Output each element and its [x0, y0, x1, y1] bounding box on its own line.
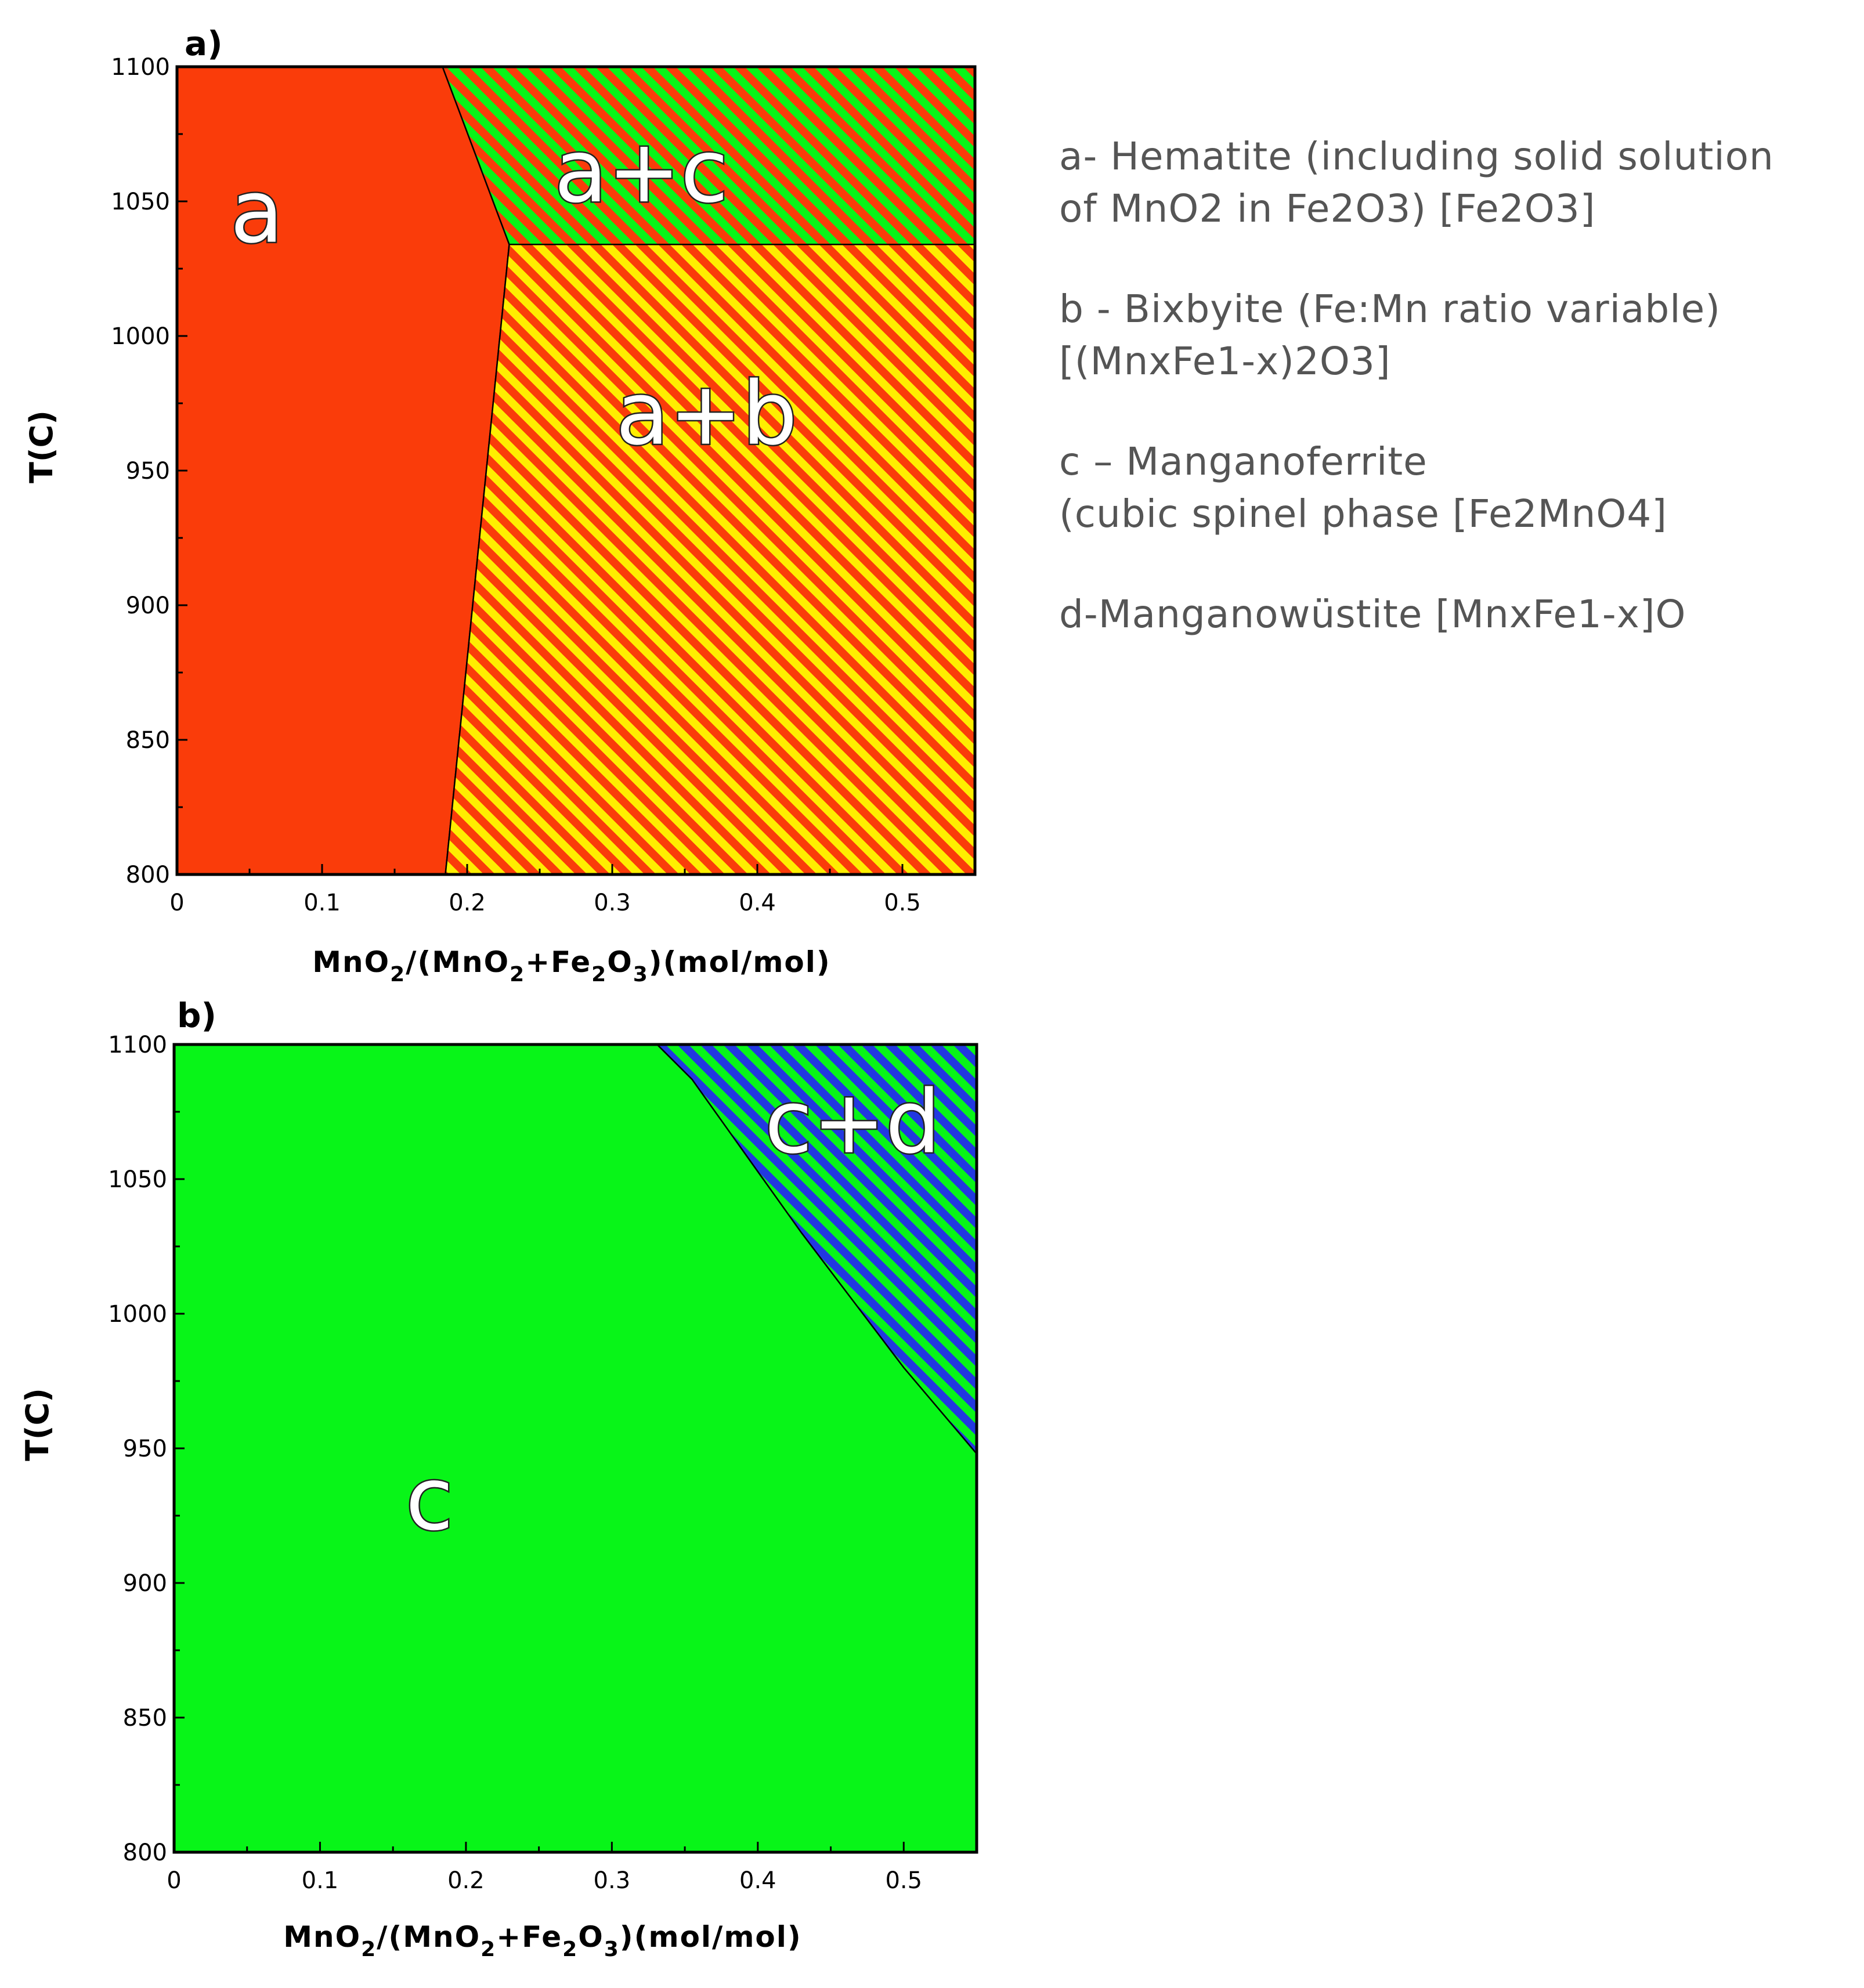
y-tick-label: 800: [123, 1839, 167, 1866]
plot-area: [177, 67, 975, 874]
region-a-plus-c: [442, 67, 975, 245]
x-tick-label: 0.4: [739, 1867, 776, 1894]
y-axis: 800 850 900 950 1000 1050 1100: [111, 54, 187, 888]
x-tick-label: 0.2: [449, 890, 486, 916]
y-tick-label: 800: [126, 862, 170, 888]
x-tick-label: 0: [167, 1867, 181, 1894]
x-tick-label: 0: [169, 890, 184, 916]
y-tick-label: 1050: [111, 189, 170, 215]
y-tick-label: 950: [123, 1436, 167, 1462]
chart-panel-a: 0 0.1 0.2 0.3 0.4 0.5 800 850 900 950 1000 1050 1100…: [23, 24, 977, 986]
x-axis-label: MnO2/(MnO2+Fe2O3)(mol/mol): [283, 1920, 802, 1961]
legend-d-line1: d-Manganowüstite [MnxFe1-x]O: [1059, 592, 1686, 637]
y-tick-label: 850: [126, 727, 170, 754]
y-tick-label: 1050: [108, 1166, 167, 1193]
legend-b-line2: [(MnxFe1-x)2O3]: [1059, 339, 1391, 384]
region-label: a+c: [554, 121, 728, 222]
legend-entry-a: a- Hematite (including solid solution of…: [1059, 131, 1854, 235]
y-axis-label: T(C): [23, 410, 60, 483]
y-tick-label: 1100: [111, 54, 170, 81]
x-axis-label: MnO2/(MnO2+Fe2O3)(mol/mol): [312, 945, 831, 986]
y-tick-label: 1000: [108, 1301, 167, 1328]
region-label: c+d: [765, 1072, 941, 1173]
x-tick-label: 0.1: [302, 1867, 339, 1894]
legend-entry-c: c – Manganoferrite (cubic spinel phase […: [1059, 436, 1854, 540]
y-tick-label: 900: [123, 1570, 167, 1597]
phase-legend: a- Hematite (including solid solution of…: [1059, 131, 1854, 689]
legend-b-line1: b - Bixbyite (Fe:Mn ratio variable): [1059, 287, 1721, 331]
chart-panel-b: 0 0.1 0.2 0.3 0.4 0.5 800 850 900 950 1000 1050 1100…: [19, 996, 978, 1961]
y-tick-label: 1100: [108, 1032, 167, 1058]
region-label: c: [406, 1449, 453, 1550]
legend-a-line2: of MnO2 in Fe2O3) [Fe2O3]: [1059, 186, 1596, 231]
legend-a-line1: a- Hematite (including solid solution: [1059, 134, 1774, 179]
x-tick-label: 0.2: [447, 1867, 485, 1894]
x-axis: 0 0.1 0.2 0.3 0.4 0.5: [167, 1842, 922, 1894]
y-axis: 800 850 900 950 1000 1050 1100: [108, 1032, 185, 1866]
panel-label: b): [177, 996, 216, 1035]
x-tick-label: 0.5: [885, 1867, 922, 1894]
x-tick-label: 0.3: [594, 890, 631, 916]
legend-c-line2: (cubic spinel phase [Fe2MnO4]: [1059, 491, 1668, 536]
y-axis-label: T(C): [19, 1388, 56, 1461]
legend-entry-b: b - Bixbyite (Fe:Mn ratio variable) [(Mn…: [1059, 283, 1854, 388]
x-axis: 0 0.1 0.2 0.3 0.4 0.5: [169, 864, 921, 916]
x-tick-label: 0.4: [739, 890, 776, 916]
x-tick-label: 0.1: [304, 890, 341, 916]
y-tick-label: 850: [123, 1705, 167, 1732]
region-c-plus-d: [656, 1044, 977, 1455]
x-tick-label: 0.5: [884, 890, 921, 916]
region-a-plus-b: [445, 243, 975, 874]
panel-label: a): [185, 24, 223, 63]
y-tick-label: 950: [126, 458, 170, 485]
y-tick-label: 900: [126, 592, 170, 619]
region-label: a: [230, 162, 284, 263]
plot-area: [174, 1044, 977, 1852]
x-tick-label: 0.3: [594, 1867, 631, 1894]
legend-c-line1: c – Manganoferrite: [1059, 439, 1428, 484]
region-label: a+b: [616, 364, 797, 465]
legend-entry-d: d-Manganowüstite [MnxFe1-x]O: [1059, 588, 1854, 641]
y-tick-label: 1000: [111, 323, 170, 350]
